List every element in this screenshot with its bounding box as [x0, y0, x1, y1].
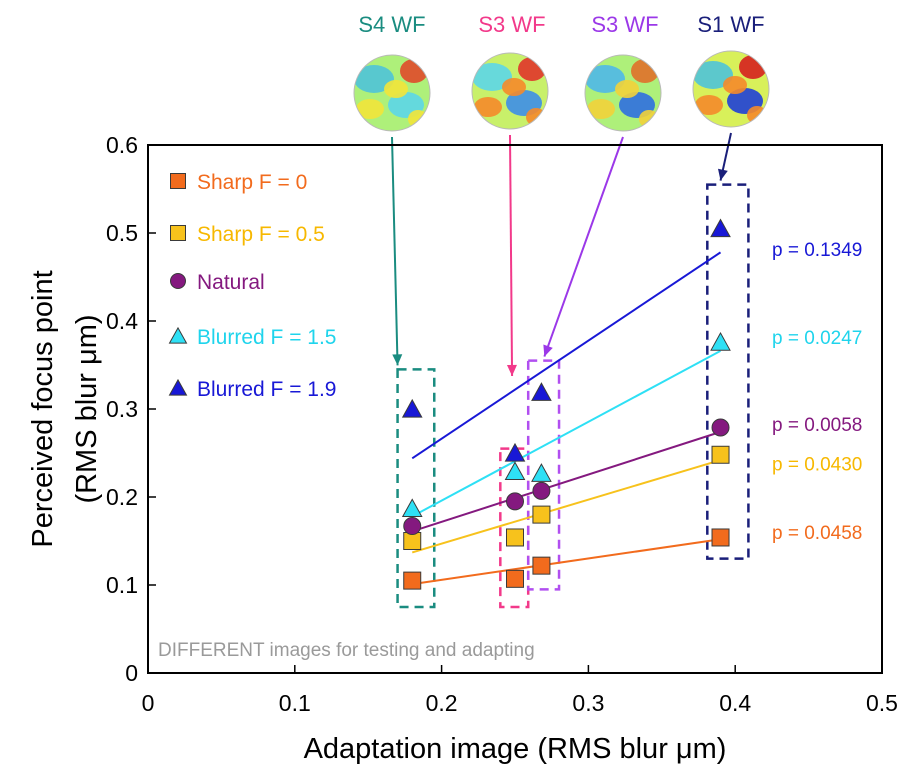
data-point	[532, 481, 551, 500]
data-point	[401, 398, 423, 418]
fit-line	[411, 251, 722, 460]
data-point	[403, 532, 422, 550]
fit-line	[411, 459, 721, 554]
footnote: DIFFERENT images for testing and adaptin…	[158, 640, 535, 661]
p-value-label: p = 0.0247	[772, 328, 862, 349]
legend-label: Blurred F = 1.9	[197, 378, 336, 401]
wavefront-blob	[384, 80, 408, 98]
group-box	[396, 368, 436, 609]
wavefront-layer: S4 WF S3 WF S3 WF S1 WF	[353, 12, 770, 376]
data-point	[504, 461, 526, 481]
x-tick-label: 0.1	[279, 690, 311, 716]
y-tick-label: 0.5	[106, 220, 138, 246]
wavefront-map	[472, 53, 548, 129]
data-point	[403, 571, 422, 590]
y-tick-label: 0.6	[106, 132, 138, 158]
wavefront-blob	[693, 61, 733, 89]
axes: 0 0.1 0.2 0.3 0.4 0.5 0 0.1 0.2 0.3 0.4 0.5 0.6	[106, 132, 898, 716]
wavefront-edge	[584, 54, 662, 132]
y-tick-label: 0.4	[106, 308, 138, 334]
wavefront-blob	[356, 99, 384, 119]
data-point	[531, 382, 552, 401]
data-point	[506, 569, 524, 588]
p-value-label: p = 0.1349	[772, 240, 862, 261]
data-point	[710, 332, 731, 351]
wavefront-arrowhead	[392, 354, 403, 366]
wavefront-arrowhead	[506, 364, 517, 376]
fit-line	[411, 350, 721, 518]
y-tick-label: 0.1	[106, 572, 138, 598]
legend-label: Natural	[197, 271, 265, 294]
wavefront-edge	[692, 50, 770, 128]
legend: Sharp F = 0 Sharp F = 0.5 Natural Blurred F…	[168, 171, 336, 401]
wavefront-blob	[474, 97, 502, 117]
wavefront-blob	[502, 78, 526, 96]
fit-line	[412, 538, 721, 586]
data-point	[531, 463, 552, 482]
y-axis-label-line1: Perceived focus point	[27, 270, 59, 547]
wavefront-label: S4 WF	[358, 12, 425, 37]
legend-marker	[170, 173, 186, 189]
legend-marker	[168, 326, 188, 344]
wavefront-label: S3 WF	[591, 12, 658, 37]
wavefront-blob	[585, 65, 625, 93]
data-point	[711, 445, 730, 464]
x-tick-label: 0.4	[719, 690, 751, 716]
wavefront-blob	[615, 80, 639, 98]
x-tick-label: 0.3	[572, 690, 604, 716]
group-box	[526, 359, 561, 591]
legend-marker	[168, 378, 188, 396]
wavefront-arrowhead	[543, 344, 553, 357]
data-point	[532, 556, 551, 575]
y-tick-label: 0.3	[106, 396, 138, 422]
wavefront-edge	[353, 54, 431, 132]
x-axis-label: Adaptation image (RMS blur μm)	[304, 733, 727, 765]
wavefront-blob	[695, 95, 723, 115]
wavefront-blob	[723, 76, 747, 94]
wavefront-arrow	[509, 134, 514, 376]
fit-lines	[411, 251, 722, 586]
data-point	[504, 442, 526, 462]
p-value-labels: p = 0.0458 p = 0.0430 p = 0.0058 p = 0.0247…	[772, 240, 862, 544]
wavefront-blob	[354, 65, 394, 93]
x-tick-label: 0.5	[866, 690, 898, 716]
data-point	[506, 492, 524, 511]
wavefront-arrow	[543, 136, 624, 357]
y-axis-label-line2: (RMS blur μm)	[71, 314, 103, 503]
data-point	[711, 418, 730, 437]
data-point	[401, 498, 423, 518]
wavefront-blob	[587, 99, 615, 119]
wavefront-map	[354, 55, 430, 131]
wavefront-arrow	[391, 136, 399, 366]
wavefront-blob	[472, 63, 512, 91]
wavefront-edge	[471, 52, 549, 130]
group-box	[706, 183, 750, 560]
wavefront-arrowhead	[718, 168, 728, 181]
p-value-label: p = 0.0058	[772, 415, 862, 436]
legend-label: Sharp F = 0	[197, 171, 307, 194]
wavefront-label: S3 WF	[478, 12, 545, 37]
data-point	[532, 505, 551, 524]
x-tick-label: 0	[142, 690, 155, 716]
group-boxes	[396, 183, 750, 609]
legend-marker	[170, 225, 186, 241]
legend-label: Blurred F = 1.5	[197, 326, 336, 349]
p-value-label: p = 0.0430	[772, 455, 862, 476]
legend-marker	[170, 273, 186, 289]
data-point	[506, 528, 524, 547]
wavefront-map	[693, 51, 769, 127]
y-tick-label: 0	[125, 660, 138, 686]
data-markers	[401, 218, 731, 590]
p-value-label: p = 0.0458	[772, 523, 862, 544]
data-point	[711, 528, 730, 547]
wavefront-label: S1 WF	[697, 12, 764, 37]
y-tick-label: 0.2	[106, 484, 138, 510]
wavefront-map	[585, 55, 661, 131]
data-point	[403, 517, 422, 536]
data-point	[710, 218, 731, 238]
legend-label: Sharp F = 0.5	[197, 223, 325, 246]
x-tick-label: 0.2	[426, 690, 458, 716]
fit-line	[411, 430, 721, 533]
